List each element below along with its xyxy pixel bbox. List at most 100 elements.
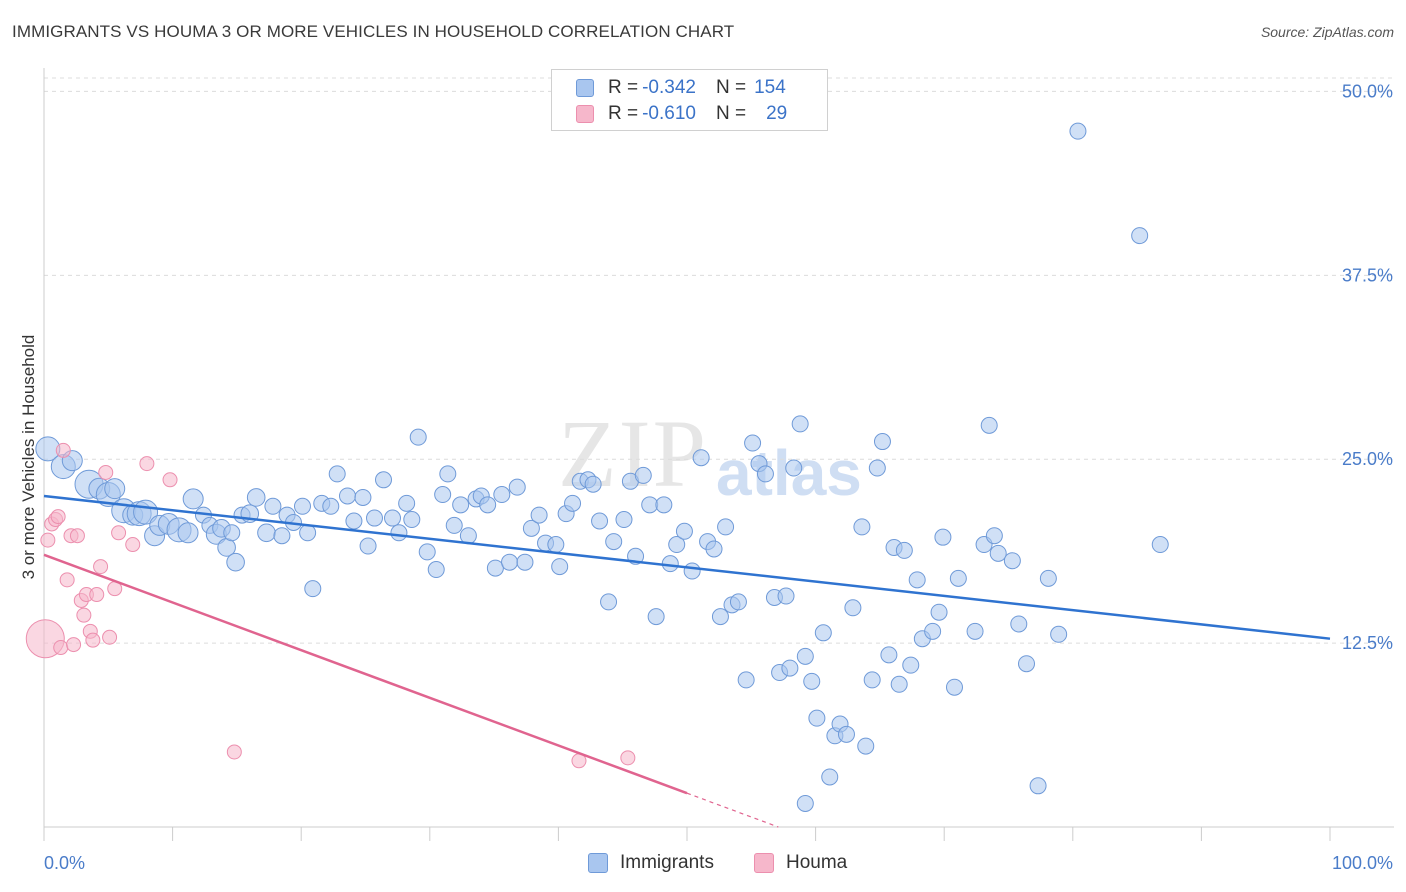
immigrant-point [551, 558, 569, 576]
immigrant-point [655, 496, 673, 514]
grid-lines [44, 77, 1394, 644]
immigrant-point [814, 624, 832, 642]
immigrant-point [600, 593, 618, 611]
immigrant-point [781, 659, 799, 677]
immigrant-point [853, 518, 871, 536]
immigrant-point [641, 496, 659, 514]
y-tick-label: 50.0% [1342, 81, 1393, 101]
houma-point [50, 509, 66, 525]
source-label: Source: ZipAtlas.com [1260, 24, 1394, 40]
legend-r-label: R = [608, 103, 639, 124]
immigrant-point [844, 599, 862, 617]
legend-swatch-immigrants [576, 79, 594, 97]
immigrant-point [1003, 552, 1021, 570]
immigrant-point [1029, 777, 1047, 795]
trend-lines [43, 494, 1331, 828]
immigrant-point [796, 794, 814, 812]
immigrant-point [223, 524, 241, 542]
immigrant-point [366, 509, 384, 527]
immigrant-point [486, 559, 504, 577]
immigrant-point [1050, 625, 1068, 643]
immigrant-point [299, 524, 317, 542]
bottom-legend-swatch-immigrants [588, 853, 608, 873]
houma-point [85, 632, 101, 648]
immigrant-point [322, 497, 340, 515]
bottom-legend-label: Houma [786, 852, 848, 873]
immigrant-point [989, 544, 1007, 562]
immigrant-point [777, 587, 795, 605]
immigrant-point [452, 496, 470, 514]
immigrant-point [668, 536, 686, 554]
immigrant-point [493, 486, 511, 504]
legend-n-value: 154 [754, 77, 786, 98]
immigrant-point [479, 496, 497, 514]
immigrant-point [264, 497, 282, 515]
immigrant-point [390, 524, 408, 542]
houma-point [76, 607, 92, 623]
immigrant-point [409, 428, 427, 446]
immigrant-point [949, 569, 967, 587]
immigrant-point [345, 512, 363, 530]
immigrant-point [744, 434, 762, 452]
y-axis-title: 3 or more Vehicles in Household [19, 335, 38, 580]
houma-point [98, 464, 114, 480]
immigrant-point [711, 608, 729, 626]
immigrant-point [104, 478, 126, 500]
immigrant-point [434, 486, 452, 504]
immigrant-point [338, 487, 356, 505]
immigrant-point [246, 488, 266, 507]
immigrant-point [445, 516, 463, 534]
legend-n-value: 29 [766, 103, 788, 124]
immigrant-point [501, 553, 519, 571]
y-tick-label: 12.5% [1342, 633, 1393, 653]
immigrant-point [980, 416, 998, 434]
immigrant-point [791, 415, 809, 433]
immigrant-point [705, 540, 723, 558]
immigrant-point [924, 622, 942, 640]
data-points [25, 122, 1169, 812]
legend-row-immigrants: R = -0.342 N = 154 [576, 76, 786, 100]
immigrant-point [796, 647, 814, 665]
tick-labels: 12.5% 25.0% 37.5% 50.0% 0.0% 100.0% 3 or more … [19, 81, 1393, 873]
houma-point [620, 750, 636, 766]
houma-trend-extension [686, 792, 779, 828]
y-tick-label: 25.0% [1342, 449, 1393, 469]
immigrant-point [729, 593, 747, 611]
immigrant-point [985, 527, 1003, 545]
immigrant-point [945, 678, 963, 696]
immigrant-point [930, 603, 948, 621]
legend-r-value: -0.610 [642, 103, 696, 124]
bottom-legend-houma: Houma [754, 852, 847, 874]
immigrant-point [880, 646, 898, 664]
bottom-legend-label: Immigrants [620, 852, 714, 873]
immigrant-point [908, 571, 926, 589]
houma-point [66, 637, 82, 653]
immigrant-point [427, 561, 445, 579]
immigrant-point [756, 465, 774, 483]
immigrant-point [605, 533, 623, 551]
immigrant-point [902, 656, 920, 674]
immigrant-point [647, 608, 665, 626]
immigrant-point [863, 671, 881, 689]
immigrant-point [328, 465, 346, 483]
immigrant-point [1010, 615, 1028, 633]
houma-point [125, 537, 141, 553]
houma-point [162, 472, 178, 488]
immigrant-point [591, 512, 609, 530]
houma-point [93, 559, 109, 575]
immigrant-point [1069, 122, 1087, 140]
immigrant-point [966, 622, 984, 640]
immigrant-point [547, 536, 565, 554]
legend-r-label: R = [608, 77, 639, 98]
houma-trend-line [43, 553, 688, 795]
immigrant-point [634, 466, 652, 484]
immigrant-point [304, 580, 322, 598]
bottom-legend-swatch-houma [754, 853, 774, 873]
axes [43, 68, 1394, 841]
immigrant-point [257, 523, 276, 543]
immigrant-point [873, 433, 891, 451]
immigrant-point [1018, 655, 1036, 673]
immigrant-point [890, 675, 908, 693]
immigrant-point [398, 494, 416, 512]
immigrant-point [354, 488, 372, 506]
